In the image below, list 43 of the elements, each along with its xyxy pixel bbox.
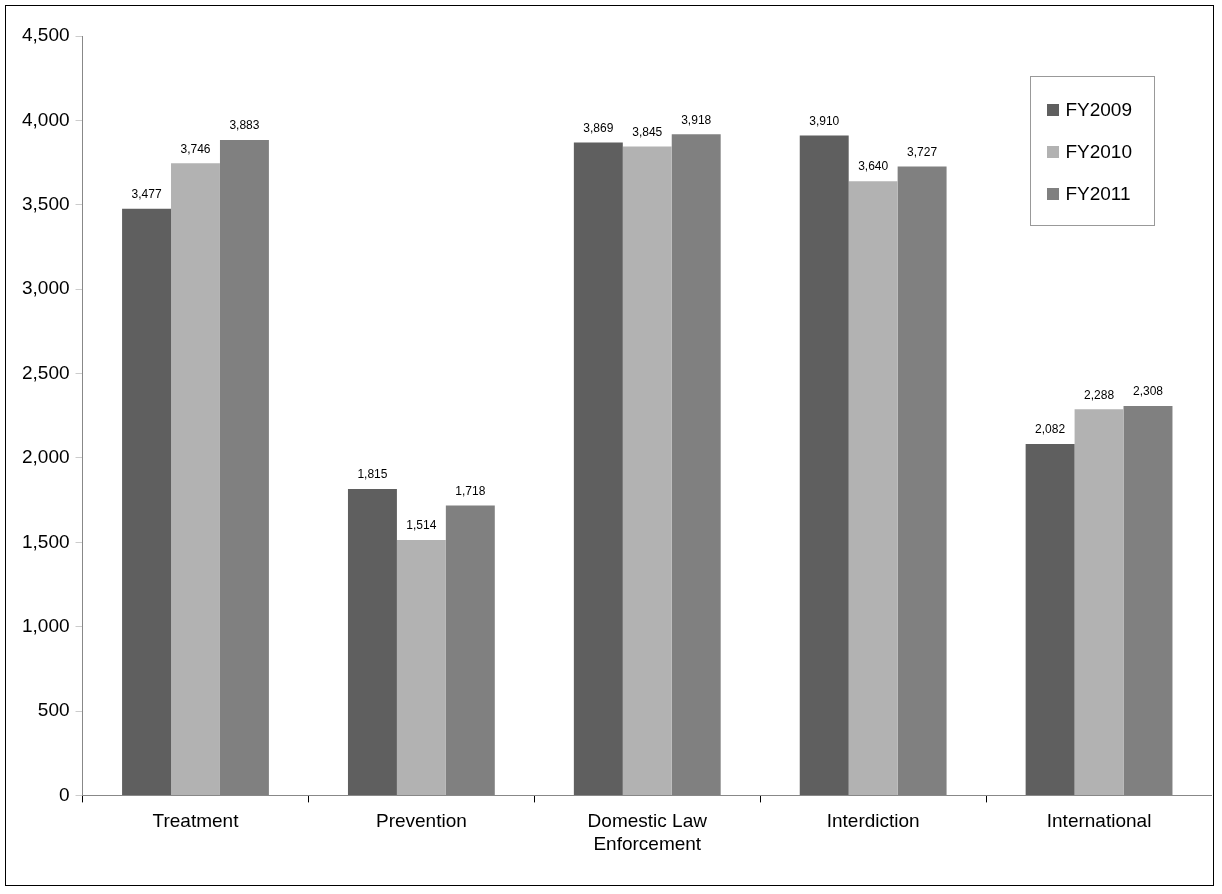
bar — [622, 146, 672, 795]
data-label: 2,288 — [1084, 387, 1115, 402]
bar — [799, 135, 849, 795]
data-label: 2,308 — [1132, 384, 1164, 399]
legend-label: FY2011 — [1065, 183, 1131, 205]
data-label: 3,883 — [229, 118, 260, 133]
y-tick-label: 2,500 — [22, 361, 70, 383]
x-tick-label: Domestic Law Enforcement — [587, 810, 708, 854]
y-tick-label: 500 — [37, 699, 70, 721]
y-tick-label: 1,000 — [22, 614, 70, 636]
data-label: 3,727 — [907, 144, 938, 159]
bar — [396, 539, 446, 795]
y-tick-label: 3,000 — [22, 277, 70, 299]
data-label: 3,640 — [858, 159, 889, 174]
x-tick-label: Treatment — [152, 810, 240, 832]
bar — [573, 142, 623, 795]
legend-label: FY2009 — [1065, 99, 1132, 121]
data-label: 3,746 — [180, 141, 211, 156]
y-tick-label: 0 — [58, 783, 70, 805]
bar — [1074, 409, 1124, 795]
y-tick-label: 1,500 — [22, 530, 70, 552]
y-tick-label: 2,000 — [22, 446, 70, 468]
bar — [171, 163, 220, 795]
y-tick-label: 4,500 — [22, 24, 70, 46]
x-tick-label: Interdiction — [826, 810, 920, 832]
data-label: 2,082 — [1035, 422, 1066, 437]
data-label: 1,815 — [357, 467, 388, 482]
data-label: 3,910 — [809, 113, 840, 128]
data-label: 3,869 — [583, 120, 614, 135]
y-tick-label: 4,000 — [22, 108, 70, 130]
bar — [347, 489, 397, 795]
data-label: 3,918 — [681, 112, 712, 127]
data-label: 1,514 — [406, 518, 437, 533]
x-tick-label: International — [1046, 810, 1152, 832]
data-label: 3,477 — [131, 186, 162, 201]
bar — [848, 181, 898, 795]
x-tick-label: Prevention — [375, 810, 467, 832]
legend-label: FY2010 — [1065, 141, 1132, 163]
bar — [1025, 444, 1075, 795]
y-tick-label: 3,500 — [22, 192, 70, 214]
data-label: 3,845 — [632, 124, 663, 139]
data-label: 1,718 — [455, 483, 486, 498]
bar — [122, 208, 172, 795]
